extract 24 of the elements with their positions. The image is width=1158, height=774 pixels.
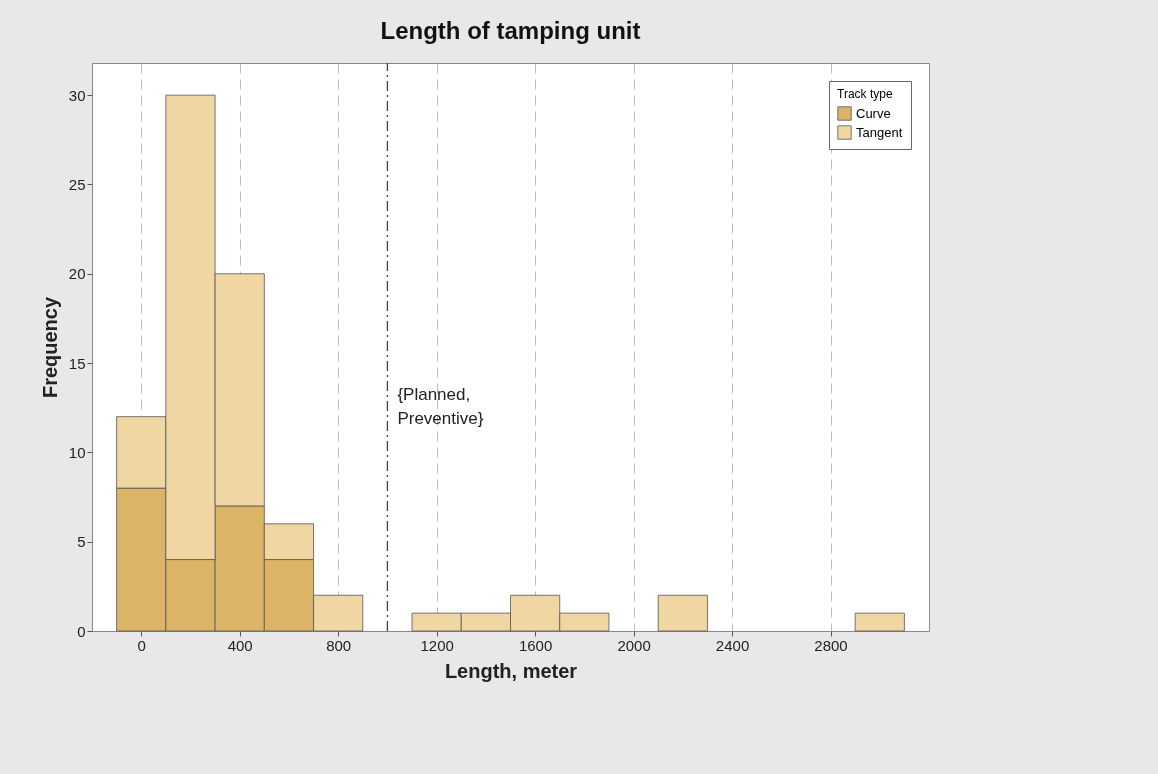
y-tick-label: 25	[68, 175, 86, 193]
x-tick-label: 2400	[715, 636, 750, 654]
bar	[854, 612, 905, 632]
x-tick-label: 400	[227, 636, 253, 654]
legend-label: Tangent	[856, 124, 903, 140]
x-tick-label: 0	[137, 636, 146, 654]
y-tick-label: 20	[68, 265, 86, 283]
x-axis-title: Length, meter	[444, 659, 578, 682]
chart-title: Length of tamping unit	[380, 17, 641, 45]
y-tick-label: 5	[77, 533, 86, 551]
y-tick-label: 0	[77, 622, 86, 640]
legend-title: Track type	[837, 87, 893, 101]
y-axis-title: Frequency	[38, 296, 61, 399]
y-tick-label: 30	[68, 86, 86, 104]
x-tick-label: 1200	[420, 636, 454, 654]
ref-line-label: {Planned, Preventive}	[397, 384, 484, 428]
legend-label: Curve	[856, 105, 891, 121]
y-tick-label: 10	[68, 443, 86, 461]
bar	[657, 594, 708, 632]
x-tick-label: 2000	[617, 636, 651, 654]
y-tick-label: 15	[68, 354, 86, 372]
x-tick-label: 2800	[814, 636, 848, 654]
x-tick-label: 1600	[518, 636, 553, 654]
x-tick-label: 800	[326, 636, 352, 654]
